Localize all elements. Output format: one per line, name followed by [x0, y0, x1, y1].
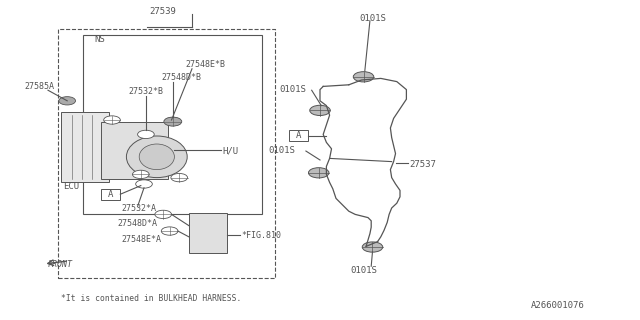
Circle shape: [138, 130, 154, 139]
Text: 27585A: 27585A: [24, 82, 54, 91]
Bar: [58, 29, 275, 278]
Circle shape: [59, 97, 76, 105]
Text: A: A: [108, 190, 113, 199]
Text: 27548E*B: 27548E*B: [186, 60, 226, 68]
Text: FRONT: FRONT: [48, 260, 73, 269]
Circle shape: [171, 173, 188, 182]
Bar: [101, 189, 120, 200]
Circle shape: [164, 117, 182, 126]
Bar: [189, 213, 227, 253]
Text: *FIG.810: *FIG.810: [241, 231, 282, 240]
Ellipse shape: [140, 144, 174, 170]
Text: 27532*B: 27532*B: [128, 87, 163, 96]
Circle shape: [104, 116, 120, 124]
Circle shape: [155, 210, 172, 219]
Text: 27548D*A: 27548D*A: [117, 220, 157, 228]
Text: H/U: H/U: [222, 147, 238, 156]
Bar: [289, 130, 308, 141]
Text: A266001076: A266001076: [531, 301, 585, 310]
Circle shape: [161, 227, 178, 235]
Circle shape: [362, 242, 383, 252]
Bar: [61, 112, 109, 182]
Text: 27539: 27539: [150, 7, 177, 16]
Ellipse shape: [127, 136, 188, 178]
Text: 27548E*A: 27548E*A: [122, 235, 161, 244]
Text: 0101S: 0101S: [360, 14, 387, 23]
Text: 0101S: 0101S: [269, 146, 296, 155]
Circle shape: [164, 117, 181, 126]
Bar: [83, 35, 262, 214]
Circle shape: [353, 72, 374, 82]
Circle shape: [136, 180, 152, 188]
Text: NS: NS: [95, 35, 106, 44]
Text: *It is contained in BULKHEAD HARNESS.: *It is contained in BULKHEAD HARNESS.: [61, 294, 241, 303]
Circle shape: [132, 170, 149, 179]
Text: A: A: [296, 131, 301, 140]
Text: 0101S: 0101S: [351, 266, 378, 275]
Text: 27532*A: 27532*A: [122, 204, 157, 213]
Text: 27537: 27537: [410, 160, 436, 169]
Text: 27548D*B: 27548D*B: [161, 73, 201, 82]
Circle shape: [310, 105, 330, 116]
Circle shape: [308, 168, 329, 178]
Text: 0101S: 0101S: [280, 85, 307, 94]
Bar: [101, 122, 168, 179]
Text: ECU: ECU: [63, 182, 79, 191]
